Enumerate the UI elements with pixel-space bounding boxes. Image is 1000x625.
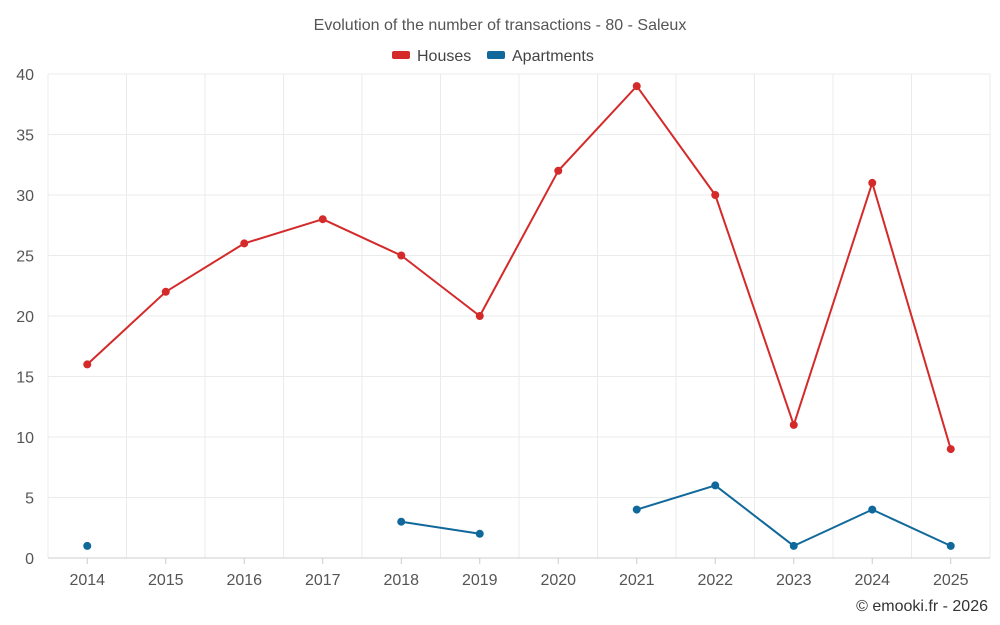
x-tick-label: 2017 — [305, 572, 341, 589]
data-point-houses-2019[interactable] — [475, 312, 484, 320]
credit-text: © emooki.fr - 2026 — [856, 598, 988, 615]
data-point-houses-2023[interactable] — [789, 420, 798, 429]
series-group — [83, 82, 955, 550]
y-tick-label: 35 — [16, 128, 34, 145]
series-apartments — [83, 481, 955, 550]
x-tick-label: 2024 — [854, 572, 890, 589]
legend-item-houses[interactable]: Houses — [392, 48, 471, 65]
legend-item-apartments[interactable]: Apartments — [487, 48, 594, 65]
y-tick-label: 25 — [16, 249, 34, 266]
x-tick-label: 2014 — [69, 572, 105, 589]
y-tick-label: 30 — [16, 188, 34, 205]
x-tick-label: 2015 — [148, 572, 184, 589]
y-axis: 0 5 10 15 20 25 30 35 40 — [16, 67, 34, 568]
data-point-apartments-2014[interactable] — [83, 541, 92, 550]
y-tick-label: 5 — [25, 491, 34, 508]
data-point-apartments-2022[interactable] — [711, 481, 720, 490]
x-tick-label: 2020 — [540, 572, 576, 589]
series-line-apartments — [635, 484, 952, 547]
y-tick-label: 10 — [16, 430, 34, 447]
data-point-apartments-2024[interactable] — [868, 505, 877, 514]
data-point-apartments-2021[interactable] — [632, 505, 641, 514]
data-point-apartments-2023[interactable] — [789, 541, 798, 550]
x-tick-label: 2019 — [462, 572, 498, 589]
series-line-apartments — [400, 520, 481, 535]
data-point-houses-2022[interactable] — [711, 191, 720, 199]
data-point-apartments-2019[interactable] — [475, 529, 484, 538]
data-point-apartments-2018[interactable] — [397, 517, 406, 526]
data-point-houses-2024[interactable] — [868, 178, 877, 187]
legend-label-houses: Houses — [417, 48, 471, 65]
y-tick-label: 40 — [16, 67, 34, 84]
chart-title: Evolution of the number of transactions … — [314, 17, 687, 34]
x-tick-label: 2022 — [697, 572, 733, 589]
x-axis: 2014 2015 2016 2017 2018 2019 2020 2021 2022 2023… — [48, 557, 990, 589]
x-tick-label: 2016 — [226, 572, 262, 589]
series-line-houses — [86, 85, 952, 451]
data-point-houses-2017[interactable] — [318, 215, 327, 224]
data-point-houses-2025[interactable] — [946, 445, 955, 454]
x-tick-label: 2023 — [776, 572, 812, 589]
legend-swatch-apartments — [487, 51, 505, 59]
y-tick-label: 20 — [16, 309, 34, 326]
grid — [47, 73, 991, 558]
data-point-houses-2020[interactable] — [554, 166, 563, 175]
legend-swatch-houses — [392, 51, 410, 59]
data-point-houses-2014[interactable] — [83, 360, 92, 369]
x-tick-label: 2025 — [933, 572, 969, 589]
data-point-houses-2016[interactable] — [240, 239, 249, 248]
y-tick-label: 0 — [25, 551, 34, 568]
data-point-houses-2015[interactable] — [161, 287, 170, 296]
data-point-houses-2018[interactable] — [397, 251, 406, 260]
series-houses — [83, 82, 955, 454]
x-tick-label: 2021 — [619, 572, 655, 589]
data-point-houses-2021[interactable] — [632, 82, 641, 91]
y-tick-label: 15 — [16, 370, 34, 387]
x-tick-label: 2018 — [383, 572, 419, 589]
legend: Houses Apartments — [392, 48, 594, 65]
legend-label-apartments: Apartments — [512, 48, 594, 65]
data-point-apartments-2025[interactable] — [946, 541, 955, 550]
